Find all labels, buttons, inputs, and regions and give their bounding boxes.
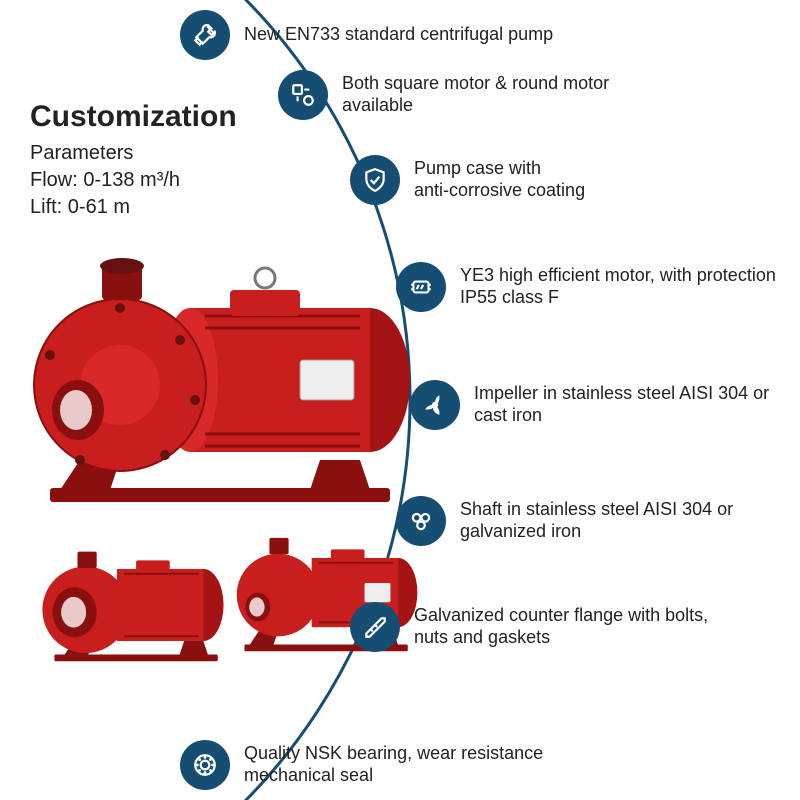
- customization-block: Customization Parameters Flow: 0-138 m³/…: [30, 100, 237, 221]
- feature-en733: New EN733 standard centrifugal pump: [180, 10, 553, 60]
- parameters-label: Parameters: [30, 140, 237, 167]
- pipes-icon: [396, 496, 446, 546]
- feature-coating: Pump case with anti-corrosive coating: [350, 155, 585, 205]
- feature-bearing: Quality NSK bearing, wear resistance mec…: [180, 740, 564, 790]
- feature-motor-type: Both square motor & round motor availabl…: [278, 70, 662, 120]
- feature-text: Quality NSK bearing, wear resistance mec…: [244, 743, 564, 786]
- flange-icon: [350, 602, 400, 652]
- feature-flange: Galvanized counter flange with bolts, nu…: [350, 602, 734, 652]
- pump-image-main: [20, 250, 430, 525]
- feature-text: YE3 high efficient motor, with protectio…: [460, 265, 780, 308]
- lift-param: Lift: 0-61 m: [30, 194, 237, 221]
- page-title: Customization: [30, 100, 237, 134]
- feature-text: Both square motor & round motor availabl…: [342, 73, 662, 116]
- feature-text: Pump case with anti-corrosive coating: [414, 158, 585, 201]
- feature-text: New EN733 standard centrifugal pump: [244, 24, 553, 46]
- propeller-icon: [410, 380, 460, 430]
- feature-shaft: Shaft in stainless steel AISI 304 or gal…: [396, 496, 780, 546]
- feature-impeller: Impeller in stainless steel AISI 304 or …: [410, 380, 794, 430]
- feature-ye3-motor: YE3 high efficient motor, with protectio…: [396, 262, 780, 312]
- motor-shape-icon: [278, 70, 328, 120]
- flow-param: Flow: 0-138 m³/h: [30, 167, 237, 194]
- chip-icon: [396, 262, 446, 312]
- feature-text: Shaft in stainless steel AISI 304 or gal…: [460, 499, 780, 542]
- shield-icon: [350, 155, 400, 205]
- feature-text: Impeller in stainless steel AISI 304 or …: [474, 383, 794, 426]
- feature-text: Galvanized counter flange with bolts, nu…: [414, 605, 734, 648]
- bearing-icon: [180, 740, 230, 790]
- pump-image-variant-1: [40, 540, 237, 675]
- tools-icon: [180, 10, 230, 60]
